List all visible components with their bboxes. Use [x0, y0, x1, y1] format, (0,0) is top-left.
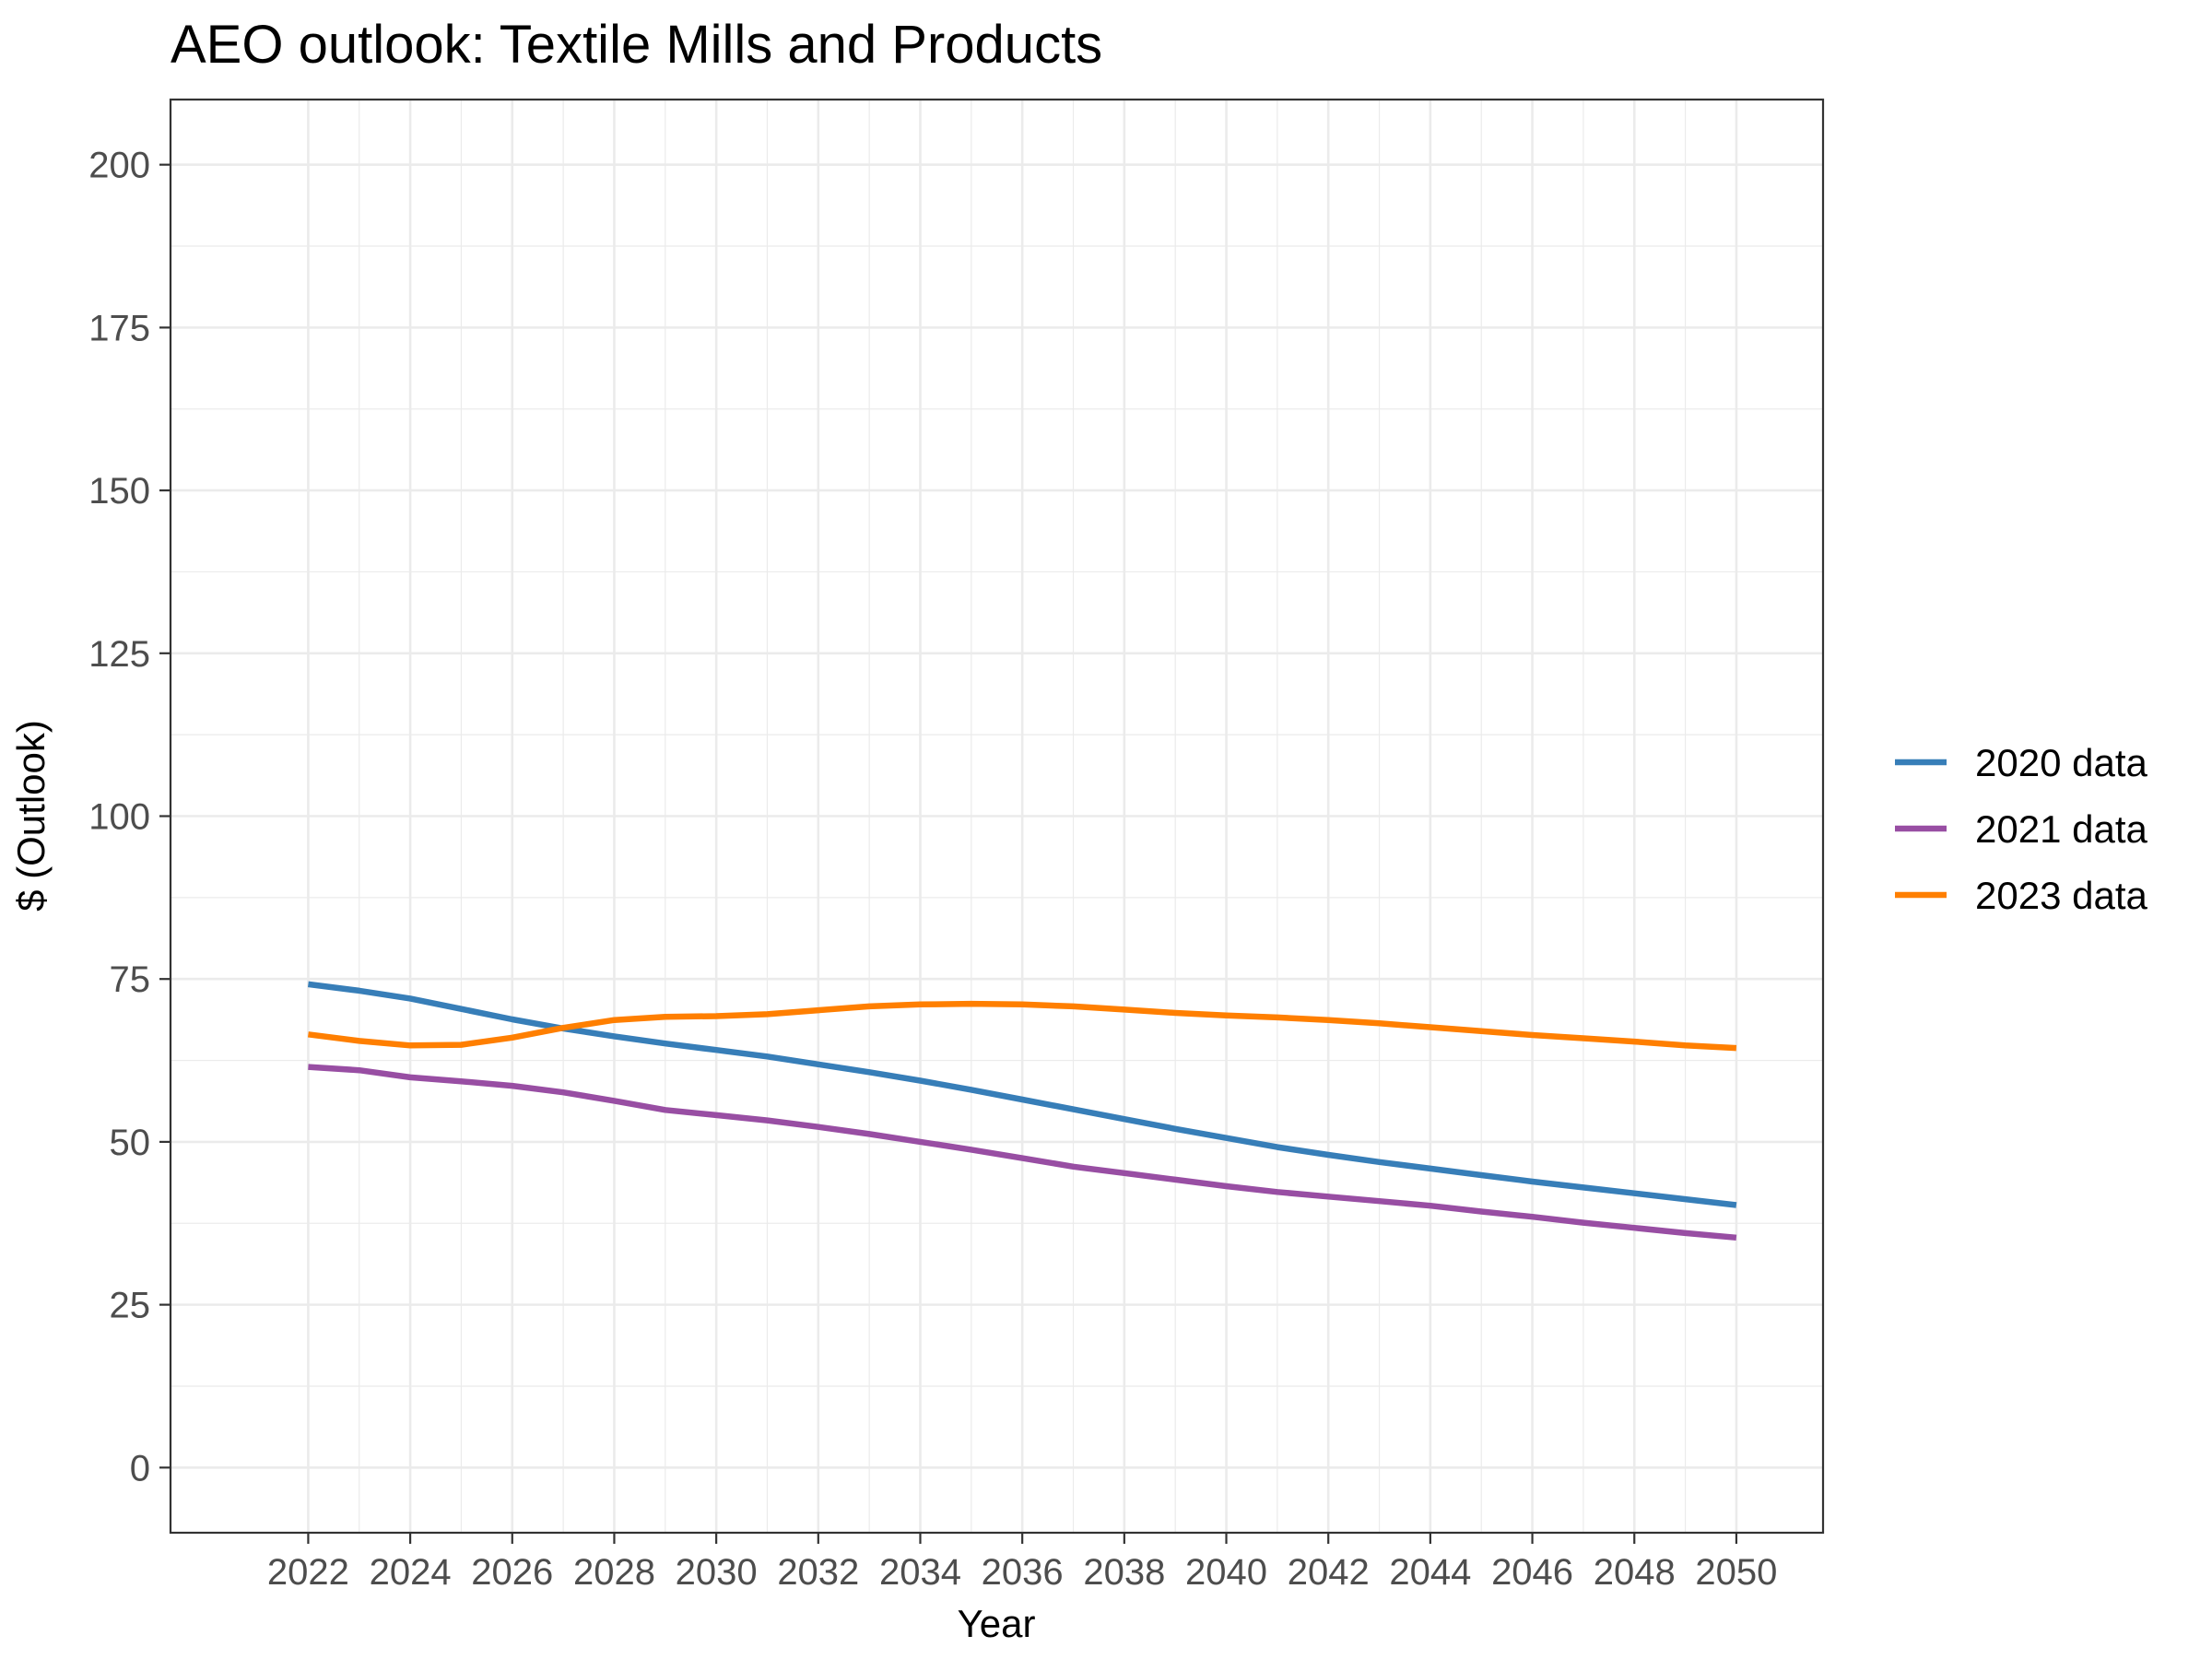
x-tick-label: 2034 — [879, 1552, 961, 1593]
y-tick-label: 25 — [110, 1286, 151, 1326]
x-tick-label: 2030 — [676, 1552, 758, 1593]
x-tick-label: 2046 — [1491, 1552, 1573, 1593]
series-line-2020-data — [307, 981, 1737, 1208]
x-axis-title: Year — [958, 1602, 1036, 1645]
legend-label: 2023 data — [1975, 874, 2147, 917]
y-tick-label: 100 — [88, 797, 150, 838]
y-tick-label: 175 — [88, 308, 150, 348]
y-axis: 0 25 50 75 100 125 150 175 200 — [88, 146, 171, 1488]
x-tick-label: 2028 — [573, 1552, 655, 1593]
x-tick-label: 2050 — [1695, 1552, 1777, 1593]
chart-title: AEO outlook: Textile Mills and Products — [171, 15, 1102, 75]
legend-label: 2021 data — [1975, 807, 2147, 851]
series-line-2021-data — [308, 1064, 1737, 1241]
x-tick-label: 2044 — [1389, 1552, 1471, 1593]
y-tick-label: 0 — [130, 1448, 150, 1488]
x-tick-label: 2036 — [982, 1552, 1064, 1593]
legend-label: 2020 data — [1975, 741, 2147, 784]
x-tick-label: 2048 — [1594, 1552, 1676, 1593]
x-tick-label: 2024 — [370, 1552, 452, 1593]
x-tick-label: 2040 — [1185, 1552, 1267, 1593]
y-tick-label: 200 — [88, 146, 150, 186]
x-tick-label: 2026 — [471, 1552, 553, 1593]
y-tick-label: 50 — [110, 1123, 151, 1163]
x-tick-label: 2042 — [1288, 1552, 1370, 1593]
x-axis: 2022 2024 2026 2028 2030 2032 2034 2036 2038 2040… — [267, 1533, 1777, 1593]
x-tick-label: 2032 — [777, 1552, 859, 1593]
y-axis-title: $ (Outlook) — [9, 720, 53, 912]
y-tick-label: 75 — [110, 959, 151, 1000]
legend: 2020 data 2021 data 2023 data — [1895, 741, 2147, 917]
major-gridlines — [171, 100, 1823, 1533]
series-line-2023-data — [307, 1000, 1737, 1052]
y-tick-label: 150 — [88, 471, 150, 512]
x-tick-label: 2038 — [1083, 1552, 1165, 1593]
x-tick-label: 2022 — [267, 1552, 349, 1593]
series-lines — [307, 981, 1737, 1241]
y-tick-label: 125 — [88, 634, 150, 675]
